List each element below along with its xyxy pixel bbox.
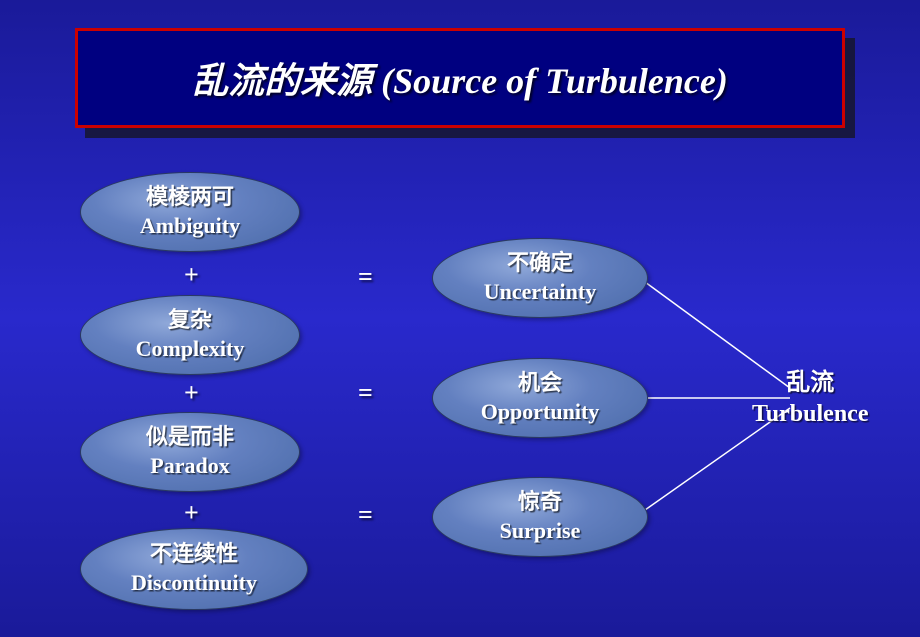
operator-plus1: + <box>184 260 199 290</box>
title-text: 乱流的来源 (Source of Turbulence) <box>192 52 728 104</box>
mid-node-opportunity: 机会Opportunity <box>432 358 648 438</box>
label-cn: 不确定 <box>507 249 573 278</box>
mid-node-uncertainty: 不确定Uncertainty <box>432 238 648 318</box>
label-cn: 不连续性 <box>150 540 238 569</box>
label-en: Opportunity <box>481 398 600 427</box>
label-cn: 机会 <box>518 369 562 398</box>
operator-eq3: = <box>358 500 373 530</box>
label-en: Complexity <box>136 335 245 364</box>
label-en: Discontinuity <box>131 569 257 598</box>
operator-plus2: + <box>184 378 199 408</box>
left-node-paradox: 似是而非Paradox <box>80 412 300 492</box>
label-cn: 似是而非 <box>146 423 234 452</box>
result-en: Turbulence <box>752 399 868 430</box>
title-box: 乱流的来源 (Source of Turbulence) <box>75 28 845 128</box>
left-node-ambiguity: 模棱两可Ambiguity <box>80 172 300 252</box>
mid-node-surprise: 惊奇Surprise <box>432 477 648 557</box>
label-en: Paradox <box>150 452 229 481</box>
left-node-complexity: 复杂Complexity <box>80 295 300 375</box>
operator-eq1: = <box>358 262 373 292</box>
operator-plus3: + <box>184 498 199 528</box>
label-en: Ambiguity <box>140 212 240 241</box>
result-cn: 乱流 <box>752 368 868 399</box>
label-en: Uncertainty <box>484 278 596 307</box>
left-node-discontinuity: 不连续性Discontinuity <box>80 528 308 610</box>
result-label: 乱流 Turbulence <box>752 368 868 430</box>
label-cn: 惊奇 <box>518 488 562 517</box>
label-cn: 模棱两可 <box>146 183 234 212</box>
operator-eq2: = <box>358 378 373 408</box>
label-en: Surprise <box>500 517 581 546</box>
label-cn: 复杂 <box>168 306 212 335</box>
